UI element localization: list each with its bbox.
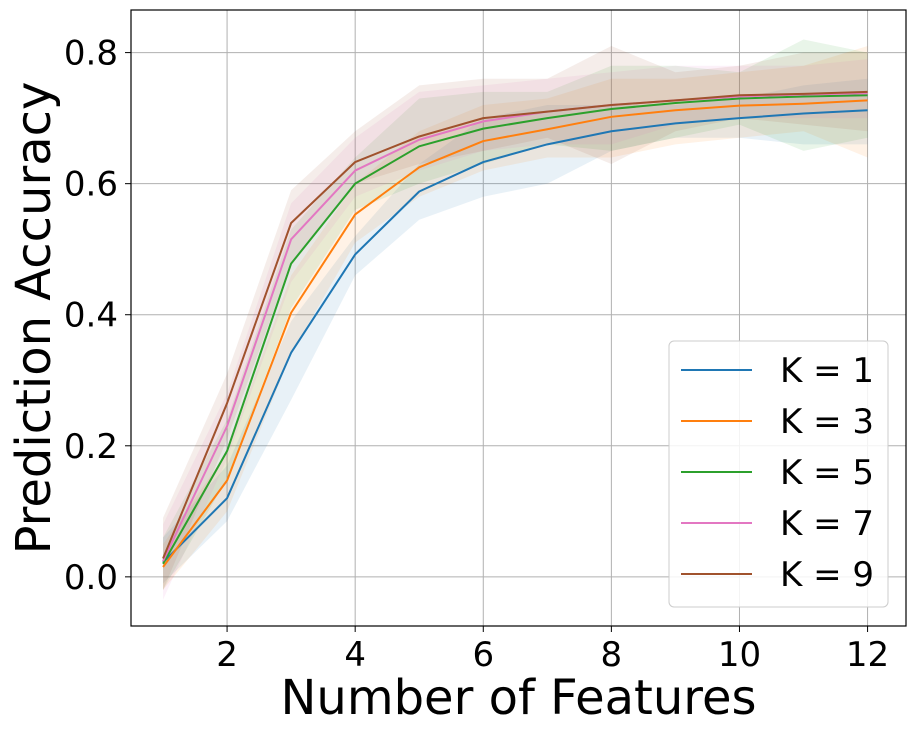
series-lines bbox=[162, 90, 868, 568]
series-line bbox=[162, 99, 868, 568]
x-axis-title: Number of Features bbox=[281, 670, 757, 726]
x-tick-label: 6 bbox=[472, 635, 494, 675]
legend-label: K = 9 bbox=[780, 555, 874, 595]
axis-ticks: 2 4 6 8 10 12 0.0 0.2 0.4 0.6 0.8 bbox=[64, 34, 889, 675]
plot-frame bbox=[130, 9, 907, 627]
x-tick-label: 10 bbox=[718, 635, 761, 675]
series-line bbox=[162, 92, 868, 562]
legend-box bbox=[668, 340, 889, 608]
series-line bbox=[162, 94, 868, 565]
y-tick-label: 0.8 bbox=[64, 34, 118, 74]
legend-label: K = 1 bbox=[780, 351, 874, 391]
series-line bbox=[162, 90, 868, 559]
x-tick-label: 4 bbox=[344, 635, 366, 675]
legend-label: K = 5 bbox=[780, 453, 874, 493]
y-tick-label: 0.4 bbox=[64, 296, 118, 336]
y-tick-label: 0.6 bbox=[64, 165, 118, 205]
confidence-band bbox=[163, 46, 868, 590]
legend-label: K = 7 bbox=[780, 504, 874, 544]
legend: K = 1 K = 3 K = 5 K = 7 K = 9 bbox=[668, 340, 889, 608]
y-axis-title: Prediction Accuracy bbox=[6, 82, 62, 555]
series-line bbox=[162, 109, 868, 564]
x-tick-label: 2 bbox=[216, 635, 238, 675]
y-tick-label: 0.0 bbox=[64, 558, 118, 598]
x-tick-label: 12 bbox=[846, 635, 889, 675]
grid bbox=[131, 10, 906, 626]
confidence-band bbox=[163, 46, 868, 590]
y-tick-label: 0.2 bbox=[64, 427, 118, 467]
x-tick-label: 8 bbox=[601, 635, 623, 675]
confidence-band bbox=[163, 78, 868, 584]
confidence-band bbox=[163, 59, 868, 600]
legend-label: K = 3 bbox=[780, 402, 874, 442]
